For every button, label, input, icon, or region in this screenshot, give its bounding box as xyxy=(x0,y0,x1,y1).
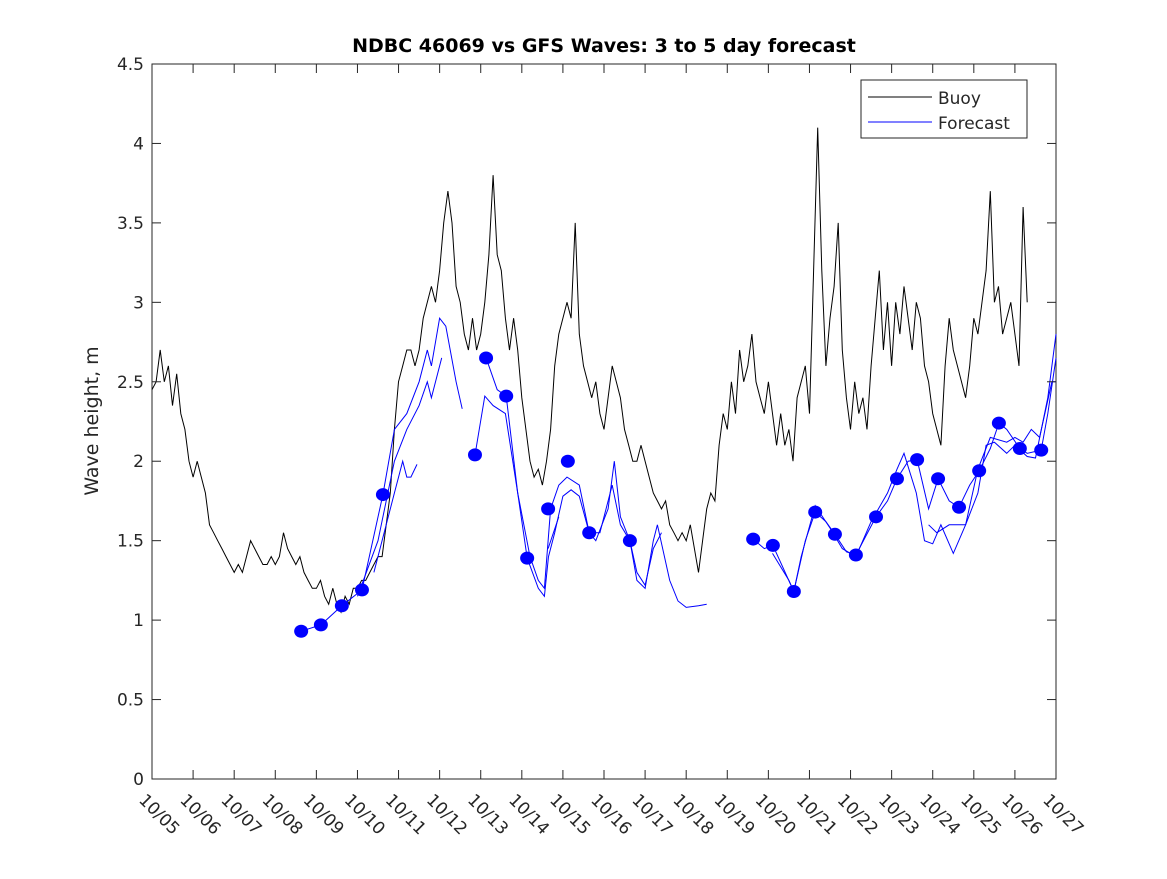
legend-forecast-label: Forecast xyxy=(938,114,1010,134)
forecast-marker-13 xyxy=(746,532,761,546)
forecast-marker-3 xyxy=(354,583,369,597)
forecast-marker-24 xyxy=(972,464,987,478)
legend: Buoy Forecast xyxy=(860,79,1028,139)
y-tick-label: 3.5 xyxy=(117,214,144,234)
forecast-marker-26 xyxy=(1012,442,1027,456)
buoy-series-line xyxy=(151,127,1028,614)
forecast-marker-14 xyxy=(765,538,780,552)
forecast-series-line-4 xyxy=(485,357,662,598)
forecast-series-line-1 xyxy=(357,357,443,597)
forecast-marker-15 xyxy=(786,585,801,599)
forecast-series-line-8 xyxy=(928,381,1056,534)
forecast-marker-6 xyxy=(479,351,494,365)
y-tick-label: 0 xyxy=(133,770,144,790)
forecast-marker-10 xyxy=(560,454,575,468)
forecast-marker-7 xyxy=(499,389,514,403)
forecast-marker-1 xyxy=(313,618,328,632)
forecast-marker-4 xyxy=(375,488,390,502)
y-tick-label: 1 xyxy=(133,611,144,631)
forecast-series-line-3 xyxy=(474,394,707,608)
forecast-marker-5 xyxy=(467,448,482,462)
forecast-series-line-2 xyxy=(373,459,418,573)
forecast-marker-8 xyxy=(520,551,535,565)
y-tick-label: 3 xyxy=(133,293,144,313)
forecast-marker-12 xyxy=(622,534,637,548)
legend-box xyxy=(860,79,1028,139)
forecast-marker-27 xyxy=(1034,443,1049,457)
forecast-marker-23 xyxy=(952,500,967,514)
y-axis-label: Wave height, m xyxy=(81,346,103,495)
forecast-marker-25 xyxy=(991,416,1006,430)
forecast-marker-21 xyxy=(910,453,925,467)
y-tick-label: 0.5 xyxy=(117,691,144,711)
series-layer xyxy=(151,127,1057,638)
y-tick-label: 4.5 xyxy=(117,55,144,75)
forecast-series-line-5 xyxy=(547,516,560,549)
y-tick-label: 4 xyxy=(133,134,144,154)
forecast-marker-19 xyxy=(869,510,884,524)
chart-title: NDBC 46069 vs GFS Waves: 3 to 5 day fore… xyxy=(352,35,856,57)
forecast-marker-18 xyxy=(848,548,863,562)
y-tick-label: 2.5 xyxy=(117,373,144,393)
plot-area xyxy=(151,63,1057,780)
forecast-marker-16 xyxy=(808,505,823,519)
forecast-marker-9 xyxy=(541,502,556,516)
forecast-marker-20 xyxy=(889,472,904,486)
forecast-marker-22 xyxy=(931,472,946,486)
forecast-marker-0 xyxy=(294,624,309,638)
legend-buoy-label: Buoy xyxy=(938,89,981,109)
forecast-marker-2 xyxy=(334,599,349,613)
forecast-marker-17 xyxy=(827,527,842,541)
y-tick-label: 2 xyxy=(133,452,144,472)
forecast-marker-11 xyxy=(582,526,597,540)
y-tick-label: 1.5 xyxy=(117,532,144,552)
